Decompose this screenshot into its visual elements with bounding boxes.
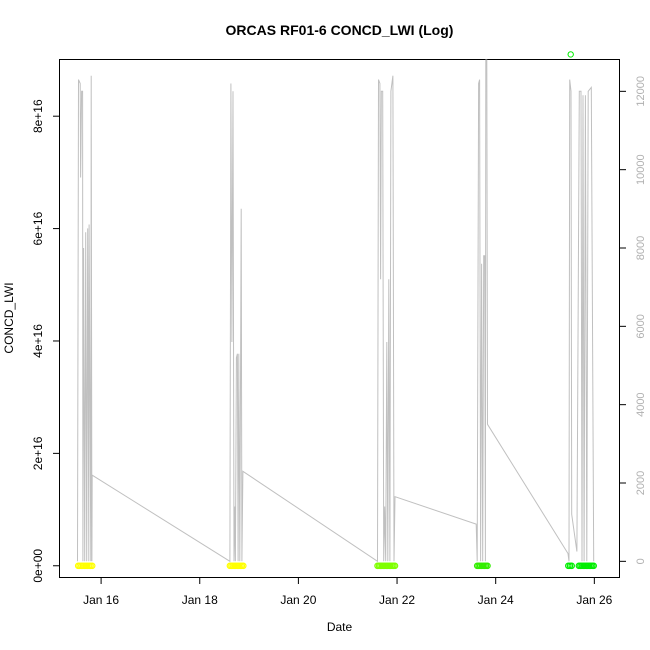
right-y-axis: 0 2000 4000 6000 8000 10000 12000 (619, 76, 647, 564)
data-point (391, 562, 399, 570)
altitude-line (77, 59, 595, 563)
plot-frame (59, 59, 620, 578)
y-tick-label: 8e+16 (31, 99, 45, 133)
y-axis-label: CONCD_LWI (2, 282, 16, 353)
x-tick-label: Jan 20 (280, 593, 316, 607)
y-tick-label: 2e+16 (31, 436, 45, 470)
data-point (88, 562, 96, 570)
y2-tick-label: 2000 (635, 471, 647, 495)
data-point (484, 562, 491, 570)
data-point (240, 562, 247, 570)
data-point (590, 562, 598, 570)
x-tick-label: Jan 16 (83, 593, 119, 607)
y-tick-label: 6e+16 (31, 211, 45, 245)
y2-tick-label: 6000 (635, 314, 647, 338)
y2-tick-label: 4000 (635, 392, 647, 416)
y-tick-label: 0e+00 (31, 549, 45, 583)
y2-tick-label: 0 (635, 558, 647, 564)
outlier-point (567, 51, 574, 58)
chart-title: ORCAS RF01-6 CONCD_LWI (Log) (226, 22, 454, 38)
x-tick-label: Jan 26 (576, 593, 612, 607)
flight-4-points (473, 562, 491, 570)
y-axis: 0e+00 2e+16 4e+16 6e+16 8e+16 (31, 99, 60, 583)
flight-5-points (564, 562, 576, 570)
x-tick-label: Jan 24 (478, 593, 514, 607)
x-axis: Jan 16 Jan 18 Jan 20 Jan 22 Jan 24 Jan 26 (83, 577, 613, 607)
flight-3-points (374, 562, 399, 570)
flight-2-points (226, 562, 247, 570)
x-tick-label: Jan 22 (379, 593, 415, 607)
flight-6-points (575, 562, 598, 570)
y-tick-label: 4e+16 (31, 324, 45, 358)
plot-area (74, 51, 598, 570)
data-point (568, 562, 576, 570)
flight-1-points (74, 562, 96, 570)
y2-tick-label: 8000 (635, 236, 647, 260)
y2-tick-label: 10000 (635, 154, 647, 185)
y2-tick-label: 12000 (635, 76, 647, 107)
x-tick-label: Jan 18 (182, 593, 218, 607)
x-axis-label: Date (327, 620, 353, 634)
